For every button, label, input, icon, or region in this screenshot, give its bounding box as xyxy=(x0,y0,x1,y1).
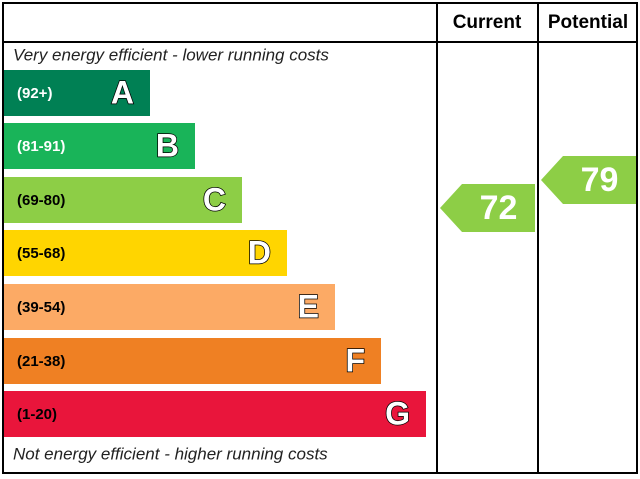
band-letter: F xyxy=(345,342,365,378)
band-bar xyxy=(4,70,150,116)
frame xyxy=(2,2,638,474)
band-bar xyxy=(4,230,287,276)
column-header: Potential xyxy=(548,12,628,33)
band-letter: A xyxy=(111,74,134,110)
top-note: Very energy efficient - lower running co… xyxy=(13,45,329,64)
rating-arrow xyxy=(541,156,636,204)
band-letter: B xyxy=(156,127,179,163)
bottom-note: Not energy efficient - higher running co… xyxy=(13,444,328,463)
band-bar xyxy=(4,177,242,223)
band-bar xyxy=(4,284,335,330)
band-range: (69-80) xyxy=(17,192,65,209)
band-range: (39-54) xyxy=(17,299,65,316)
band-bar xyxy=(4,391,426,437)
rating-score: 79 xyxy=(581,161,619,199)
band-letter: D xyxy=(248,234,271,270)
rating-score: 72 xyxy=(480,189,518,227)
band-range: (1-20) xyxy=(17,406,57,423)
band-range: (81-91) xyxy=(17,138,65,155)
band-range: (21-38) xyxy=(17,353,65,370)
band-letter: C xyxy=(203,181,226,217)
band-range: (92+) xyxy=(17,85,52,102)
band-bar xyxy=(4,123,195,169)
band-letter: E xyxy=(298,288,319,324)
band-letter: G xyxy=(385,395,410,431)
column-header: Current xyxy=(453,12,522,33)
band-bar xyxy=(4,338,381,384)
rating-arrow xyxy=(440,184,535,232)
band-range: (55-68) xyxy=(17,245,65,262)
